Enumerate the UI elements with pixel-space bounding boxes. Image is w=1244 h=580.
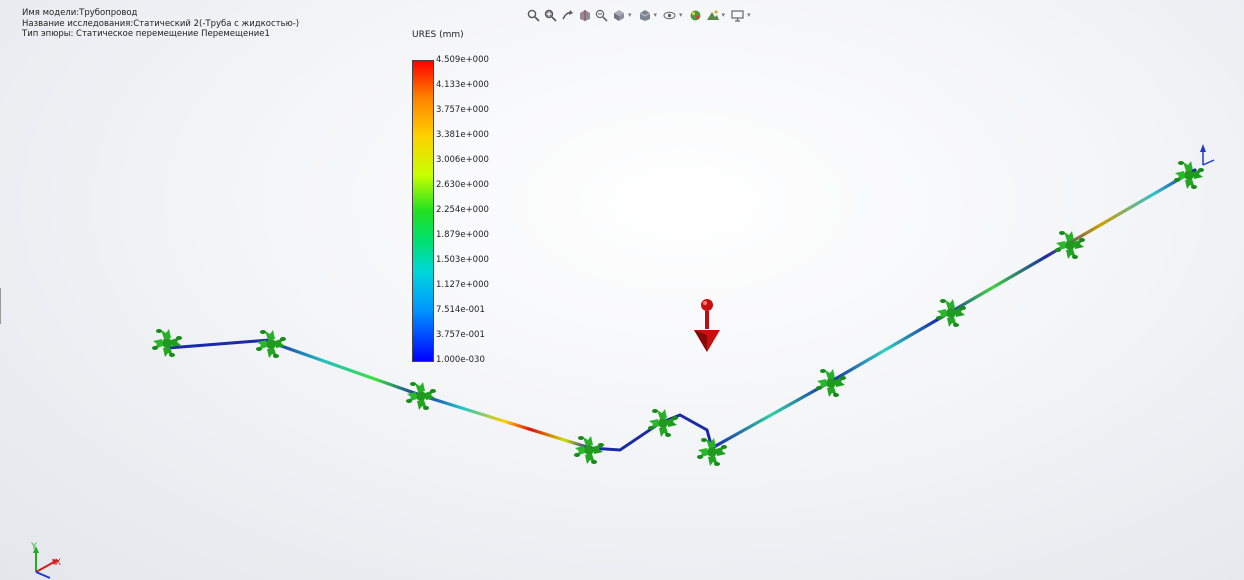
- coordinate-triad-icon: Y X: [31, 541, 61, 579]
- view-orientation-icon[interactable]: [611, 8, 626, 23]
- legend-value: 2.630e+000: [436, 180, 489, 190]
- plot-type: Тип эпюры: Статическое перемещение Перем…: [22, 29, 270, 39]
- chevron-down-icon[interactable]: ▾: [679, 11, 683, 19]
- legend-value: 1.127e+000: [436, 280, 489, 290]
- triad-y-label: Y: [31, 541, 37, 551]
- fixture-supports: [152, 161, 1204, 466]
- gravity-load-icon: [694, 299, 720, 352]
- triad-x-label: X: [55, 557, 61, 567]
- legend-value: 4.133e+000: [436, 80, 489, 90]
- legend-value: 3.757e-001: [436, 330, 485, 340]
- model-name: Имя модели:Трубопровод: [22, 8, 138, 18]
- graphics-edge-marker: [0, 288, 1, 324]
- view-selector-icon[interactable]: [594, 8, 609, 23]
- chevron-down-icon[interactable]: ▾: [628, 11, 632, 19]
- zoom-area-icon[interactable]: [543, 8, 558, 23]
- study-name: Название исследования:Статический 2(-Тру…: [22, 18, 300, 29]
- legend-title: URES (mm): [412, 30, 464, 40]
- chevron-down-icon[interactable]: ▾: [721, 11, 726, 19]
- legend-value: 1.000e-030: [436, 355, 485, 365]
- legend-value: 7.514e-001: [436, 305, 485, 315]
- heads-up-toolbar: ▾ ▾ ▾ ▾ ▾: [526, 6, 754, 24]
- legend-value: 1.503e+000: [436, 255, 489, 265]
- chevron-down-icon[interactable]: ▾: [653, 11, 658, 19]
- direction-arrow-icon: [1200, 144, 1215, 166]
- legend-value: 4.509e+000: [436, 55, 489, 65]
- zoom-to-fit-icon[interactable]: [526, 8, 541, 23]
- scene-icon[interactable]: [705, 8, 720, 23]
- pipe-route: [166, 168, 1197, 452]
- legend-value: 3.757e+000: [436, 105, 489, 115]
- chevron-down-icon[interactable]: ▾: [747, 11, 751, 19]
- plot-info: Имя модели:Трубопровод Название исследов…: [22, 8, 299, 40]
- section-view-icon[interactable]: [577, 8, 592, 23]
- legend-value: 3.381e+000: [436, 130, 489, 140]
- display-style-icon[interactable]: [637, 8, 652, 23]
- appearance-icon[interactable]: [688, 8, 703, 23]
- legend-value: 3.006e+000: [436, 155, 489, 165]
- color-scale-bar: [412, 60, 434, 362]
- legend-value: 1.879e+000: [436, 230, 489, 240]
- display-settings-icon[interactable]: [730, 8, 745, 23]
- hide-show-icon[interactable]: [662, 8, 677, 23]
- previous-view-icon[interactable]: [560, 8, 575, 23]
- legend-value: 2.254e+000: [436, 205, 489, 215]
